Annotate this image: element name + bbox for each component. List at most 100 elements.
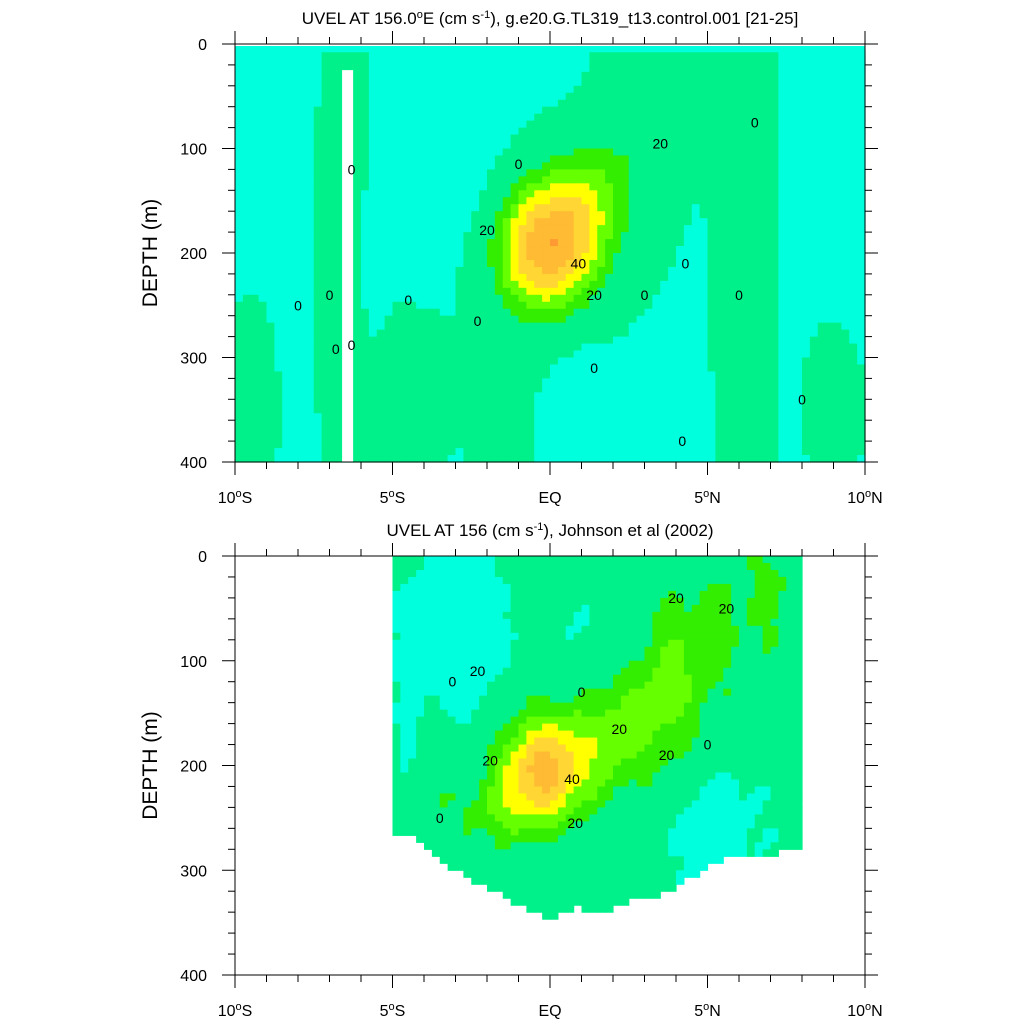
field-cell xyxy=(408,385,417,393)
field-cell xyxy=(676,85,685,94)
field-cell xyxy=(337,266,346,275)
field-cell xyxy=(849,155,858,164)
field-cell xyxy=(723,155,732,164)
field-cell xyxy=(431,399,441,407)
field-cell xyxy=(550,420,559,428)
field-cell xyxy=(683,92,693,101)
field-cell xyxy=(809,441,819,449)
field-cell xyxy=(565,273,575,282)
field-cell xyxy=(597,246,606,254)
field-cell xyxy=(731,406,740,414)
field-cell xyxy=(400,253,409,261)
field-cell xyxy=(392,632,401,641)
field-cell xyxy=(825,50,835,59)
field-cell xyxy=(644,211,653,219)
field-cell xyxy=(589,162,598,170)
field-cell xyxy=(400,716,409,725)
field-cell xyxy=(298,364,307,373)
field-cell xyxy=(424,169,433,177)
field-cell xyxy=(494,211,504,219)
field-cell xyxy=(400,322,409,331)
field-cell xyxy=(274,183,283,191)
field-cell xyxy=(754,287,764,296)
field-cell xyxy=(817,420,827,428)
field-cell xyxy=(384,106,394,115)
field-cell xyxy=(431,141,441,150)
field-cell xyxy=(250,385,260,393)
field-cell xyxy=(337,385,346,393)
field-cell xyxy=(329,273,338,282)
field-cell xyxy=(746,259,756,268)
field-cell xyxy=(565,266,575,275)
field-cell xyxy=(841,204,850,212)
field-cell xyxy=(746,371,756,379)
field-cell xyxy=(510,336,520,345)
field-cell xyxy=(384,329,394,338)
field-cell xyxy=(494,190,504,198)
field-cell xyxy=(723,169,732,177)
field-cell xyxy=(321,106,331,115)
field-cell xyxy=(581,378,590,386)
field-cell xyxy=(250,308,260,317)
field-cell xyxy=(542,120,551,129)
field-cell xyxy=(660,406,669,414)
field-cell xyxy=(258,413,268,421)
field-cell xyxy=(660,427,669,435)
field-cell xyxy=(305,273,315,282)
field-cell xyxy=(731,371,740,379)
field-cell xyxy=(274,427,283,435)
field-cell xyxy=(620,239,630,247)
field-cell xyxy=(652,406,661,414)
field-cell xyxy=(589,218,598,226)
field-cell xyxy=(802,148,811,157)
field-cell xyxy=(652,176,661,184)
field-cell xyxy=(329,92,338,101)
field-cell xyxy=(526,148,535,157)
field-cell xyxy=(746,127,756,136)
field-cell xyxy=(313,336,323,345)
field-cell xyxy=(502,71,512,80)
field-cell xyxy=(691,169,701,177)
field-cell xyxy=(439,434,449,442)
field-cell xyxy=(565,350,575,359)
field-cell xyxy=(353,232,362,240)
title-part: ), g.e20.G.TL319_t13.control.001 [21-25] xyxy=(490,9,798,28)
field-cell xyxy=(691,155,701,164)
field-cell xyxy=(849,329,858,338)
field-cell xyxy=(439,197,449,205)
field-cell xyxy=(707,106,716,115)
field-cell xyxy=(652,420,661,428)
field-cell xyxy=(605,273,614,282)
field-cell xyxy=(353,441,362,449)
field-cell xyxy=(857,64,866,73)
field-cell xyxy=(786,239,795,247)
field-cell xyxy=(305,322,315,331)
field-cell xyxy=(699,406,709,414)
field-cell xyxy=(368,287,378,296)
field-cell xyxy=(447,322,457,331)
field-cell xyxy=(668,232,677,240)
field-cell xyxy=(794,85,803,94)
field-cell xyxy=(628,273,638,282)
field-cell xyxy=(479,294,488,303)
field-cell xyxy=(550,162,559,170)
field-cell xyxy=(833,155,842,164)
field-cell xyxy=(746,183,756,191)
field-cell xyxy=(628,92,638,101)
field-cell xyxy=(400,197,409,205)
field-cell xyxy=(250,106,260,115)
field-cell xyxy=(778,232,787,240)
field-cell xyxy=(471,448,480,456)
field-cell xyxy=(313,357,323,366)
field-cell xyxy=(802,120,811,129)
field-cell xyxy=(447,266,457,275)
field-cell xyxy=(510,225,520,233)
field-cell xyxy=(353,183,362,191)
field-cell xyxy=(321,64,331,73)
field-cell xyxy=(762,232,772,240)
contour-label: 0 xyxy=(348,337,356,353)
field-cell xyxy=(235,183,244,191)
field-cell xyxy=(786,371,795,379)
field-cell xyxy=(573,392,583,400)
field-cell xyxy=(613,134,622,143)
